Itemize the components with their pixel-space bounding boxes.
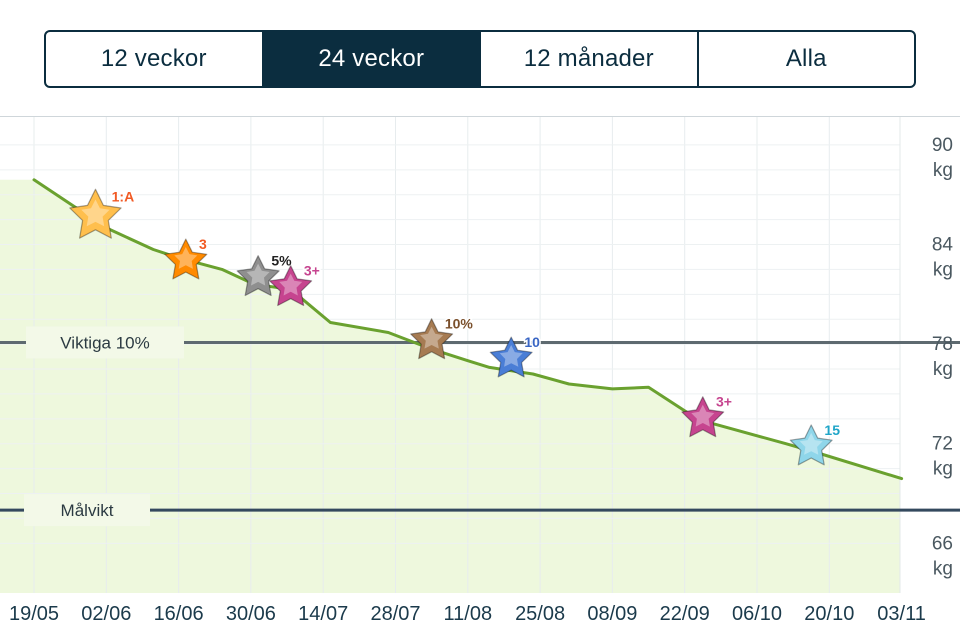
x-tick-label: 16/06: [154, 603, 204, 625]
star-highlight: [420, 326, 444, 349]
star-label: 3+: [304, 263, 320, 279]
y-tick-label: 84: [932, 235, 954, 256]
y-tick-unit: kg: [933, 558, 953, 579]
x-tick-label: 06/10: [732, 603, 782, 625]
star-label: 5%: [271, 253, 292, 269]
x-tick-label: 11/08: [444, 603, 493, 625]
star-label: 10%: [445, 316, 474, 332]
achievement-star-icon: [164, 238, 208, 280]
star-highlight: [279, 273, 303, 296]
star-highlight: [499, 345, 523, 367]
achievement-star-icon: [410, 318, 454, 360]
achievement-star-icon: [681, 396, 725, 438]
ten-percent-line-label: Viktiga 10%: [60, 333, 149, 352]
x-tick-label: 30/06: [226, 603, 276, 625]
y-tick-label: 78: [932, 334, 953, 355]
x-tick-label: 02/06: [81, 603, 131, 625]
ten-percent-line-label-bg: [26, 326, 184, 359]
star-highlight: [799, 432, 823, 455]
star-highlight: [246, 263, 270, 286]
star-highlight: [174, 247, 198, 269]
star-label: 3: [199, 236, 207, 252]
y-tick-unit: kg: [933, 260, 953, 281]
star-label: 1:A: [112, 188, 135, 204]
y-tick-unit: kg: [933, 160, 953, 181]
y-tick-label: 66: [932, 533, 953, 554]
achievement-star-icon: [789, 424, 833, 466]
tab-12-weeks[interactable]: 12 veckor: [46, 32, 264, 86]
goal-weight-line-label-bg: [24, 494, 150, 527]
x-tick-label: 19/05: [9, 603, 59, 625]
tab-12-months[interactable]: 12 månader: [481, 32, 699, 86]
star-highlight: [691, 404, 715, 427]
tab-24-weeks[interactable]: 24 veckor: [263, 32, 481, 86]
x-tick-label: 14/07: [298, 603, 348, 625]
y-axis-panel: [900, 117, 960, 593]
x-tick-label: 03/11: [877, 603, 926, 625]
y-tick-unit: kg: [933, 459, 953, 480]
x-tick-label: 08/09: [587, 603, 637, 625]
x-tick-label: 28/07: [370, 603, 420, 625]
header-divider: [0, 116, 960, 117]
x-tick-label: 20/10: [804, 603, 854, 625]
achievement-star-icon: [69, 188, 122, 239]
star-label: 10: [524, 334, 540, 350]
achievement-star-icon: [236, 255, 280, 297]
star-label: 3+: [716, 394, 732, 410]
tab-all[interactable]: Alla: [785, 45, 827, 72]
star-highlight: [81, 199, 110, 227]
y-tick-label: 72: [932, 434, 953, 455]
achievement-star-icon: [489, 336, 533, 378]
x-tick-label: 25/08: [515, 603, 565, 625]
weight-chart: Viktiga 10% Målvikt 1:A 3 5% 3+ 10% 10 3+ 15 90 kg 8…: [0, 117, 960, 625]
y-tick-unit: kg: [933, 359, 953, 380]
star-label: 15: [824, 422, 840, 438]
achievement-star-icon: [269, 265, 313, 307]
x-tick-label: 22/09: [660, 603, 710, 625]
y-tick-label: 90: [932, 135, 953, 156]
weight-area: [0, 179, 902, 593]
goal-weight-line-label: Målvikt: [61, 501, 114, 520]
period-segmented-control: 12 veckor 24 veckor 12 månader Alla: [44, 30, 916, 88]
